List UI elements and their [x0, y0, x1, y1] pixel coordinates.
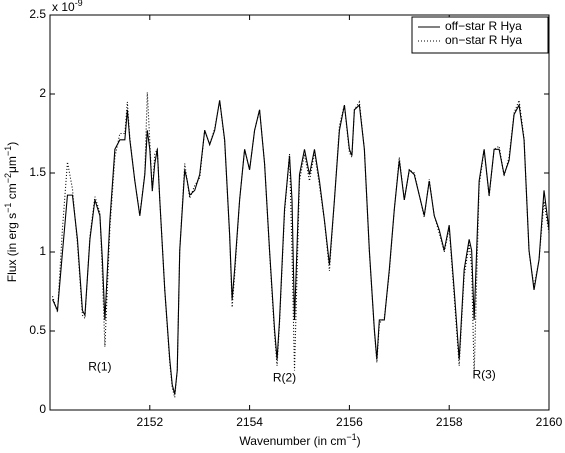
multiplier-base: x 10	[52, 0, 75, 14]
x-tick-label: 2160	[536, 415, 563, 429]
y-label-part: Flux (in erg s	[5, 213, 19, 282]
annotation: R(2)	[273, 371, 296, 385]
legend-label: on−star R Hya	[445, 33, 522, 47]
legend-box	[411, 16, 549, 54]
y-tick-label: 2	[39, 86, 46, 100]
y-tick-label: 1.5	[29, 165, 46, 179]
x-label-sup: −1	[346, 432, 356, 442]
y-tick-label: 2.5	[29, 7, 46, 21]
legend-label: off−star R Hya	[445, 19, 522, 33]
x-tick-label: 2152	[136, 415, 163, 429]
annotation: R(1)	[88, 360, 111, 374]
axis-multiplier: x 10-9	[52, 0, 83, 14]
y-label-sup: −1	[3, 146, 13, 156]
series-line	[51, 92, 550, 398]
plot-frame	[49, 14, 550, 411]
series-line	[51, 100, 550, 395]
y-label-sup: −2	[3, 173, 13, 183]
y-label-part: μm	[5, 156, 19, 173]
annotation: R(3)	[472, 367, 495, 381]
y-label-part: cm	[5, 183, 19, 202]
y-tick-label: 1	[39, 244, 46, 258]
y-tick-label: 0.5	[29, 323, 46, 337]
x-tick-label: 2154	[236, 415, 263, 429]
multiplier-exponent: -9	[75, 0, 83, 8]
y-tick-label: 0	[39, 402, 46, 416]
x-tick-label: 2156	[336, 415, 363, 429]
y-axis-label: Flux (in erg s−1 cm−2μm−1)	[3, 142, 19, 282]
x-axis-label: Wavenumber (in cm−1)	[239, 432, 360, 448]
y-label-sup: −1	[3, 203, 13, 213]
x-label-part: Wavenumber (in cm	[239, 434, 346, 448]
x-tick-label: 2158	[436, 415, 463, 429]
y-label-part: )	[5, 142, 19, 146]
x-label-part: )	[357, 434, 361, 448]
